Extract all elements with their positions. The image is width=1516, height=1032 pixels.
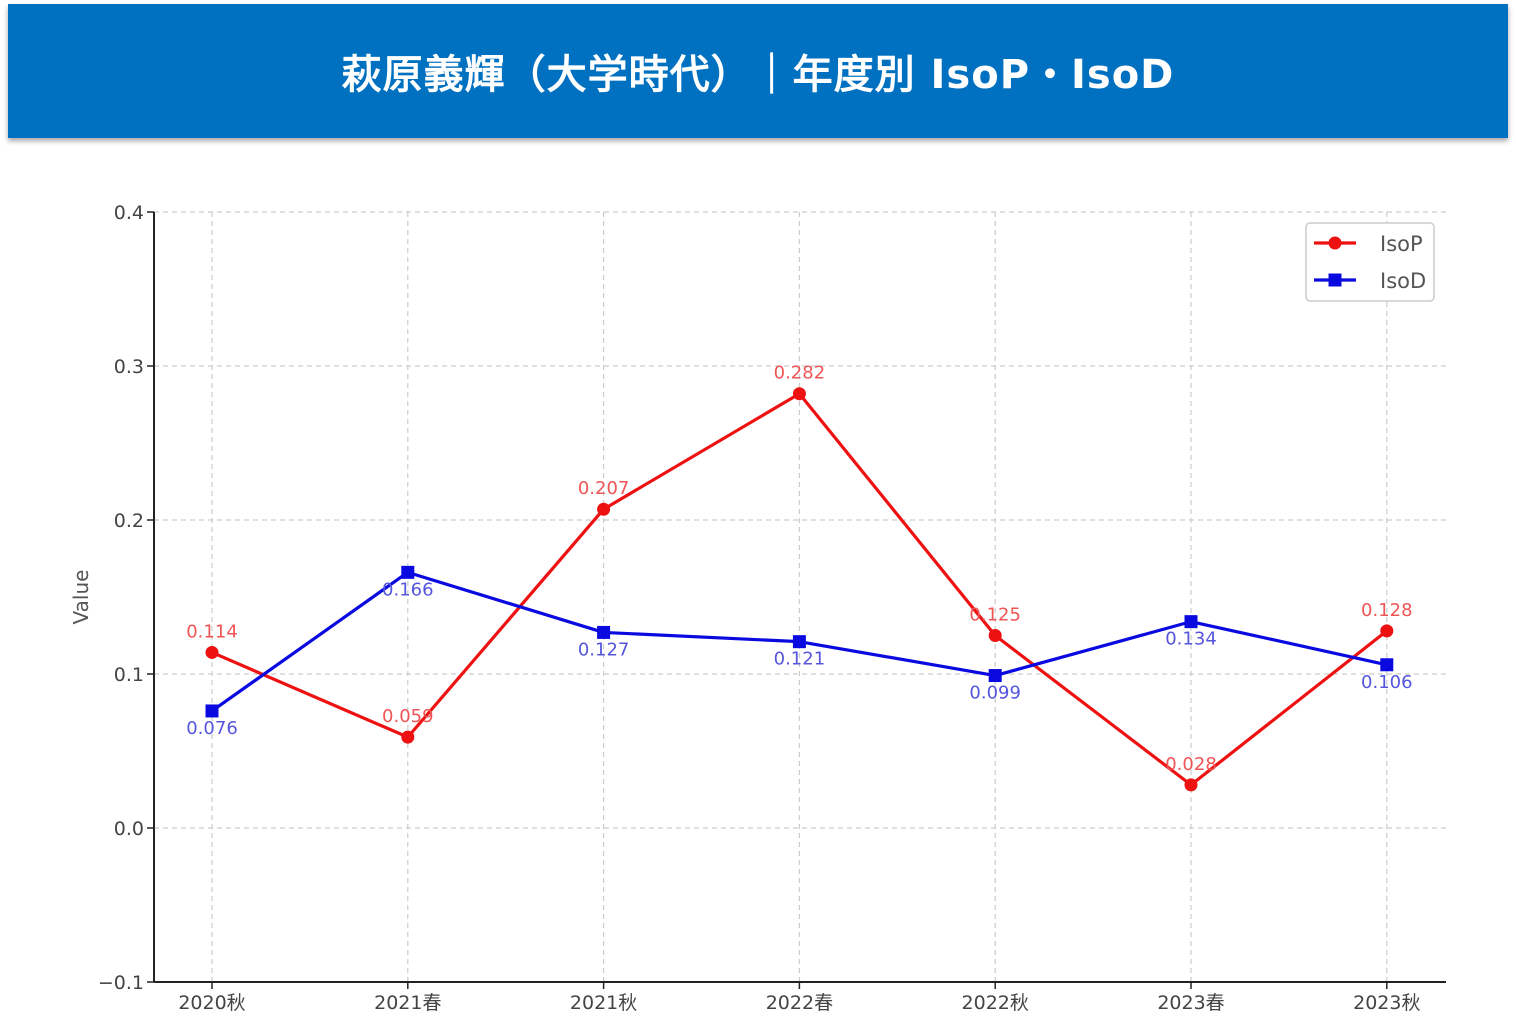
data-label-isod: 0.166 (382, 579, 434, 600)
title-banner: 萩原義輝（大学時代）｜年度別 IsoP・IsoD (8, 4, 1508, 138)
legend-label-isod: IsoD (1380, 269, 1426, 293)
y-tick-label: −0.1 (98, 972, 144, 994)
legend-marker-isod (1328, 273, 1342, 287)
axes: −0.1 0.0 0.1 0.2 0.3 0.4 2020秋 2021春 2021秋 2022春 2… (69, 202, 1446, 1014)
data-label-isod: 0.076 (186, 718, 238, 739)
point-isod (401, 565, 415, 579)
point-isod (792, 635, 806, 649)
chart-title: 萩原義輝（大学時代）｜年度別 IsoP・IsoD (341, 52, 1175, 98)
legend-label-isop: IsoP (1380, 232, 1423, 256)
point-isop (205, 645, 219, 659)
y-tick-label: 0.0 (114, 818, 144, 840)
point-isod (1380, 658, 1394, 672)
x-tick-label: 2020秋 (178, 992, 245, 1014)
x-tick-label: 2023秋 (1353, 992, 1420, 1014)
data-label-isod: 0.127 (578, 639, 630, 660)
series-lines (205, 387, 1394, 792)
grid-lines (154, 211, 1446, 983)
point-isop (1380, 624, 1394, 638)
point-isod (205, 704, 219, 718)
x-tick-label: 2022春 (766, 992, 833, 1014)
y-tick-label: 0.4 (114, 202, 144, 224)
point-isod (597, 625, 611, 639)
data-label-isod: 0.106 (1361, 672, 1413, 693)
point-isop (792, 387, 806, 401)
data-label-isod: 0.134 (1165, 629, 1217, 650)
y-axis-title: Value (69, 570, 93, 625)
point-isod (1184, 615, 1198, 629)
point-isop (597, 502, 611, 516)
x-tick-label: 2021春 (374, 992, 441, 1014)
data-label-isod: 0.099 (969, 683, 1021, 704)
data-label-isop: 0.028 (1165, 754, 1217, 775)
data-label-isop: 0.059 (382, 706, 434, 727)
point-isod (988, 669, 1002, 683)
data-label-isod: 0.121 (774, 649, 826, 670)
point-isop (1184, 778, 1198, 792)
point-isop (988, 629, 1002, 642)
data-label-isop: 0.282 (774, 363, 826, 384)
y-tick-label: 0.2 (114, 510, 144, 532)
legend-marker-isop (1328, 236, 1342, 250)
data-labels: 0.114 0.059 0.207 0.282 0.125 0.028 0.128 0.076… (186, 363, 1412, 775)
data-label-isop: 0.114 (186, 621, 238, 642)
y-tick-label: 0.3 (114, 356, 144, 378)
data-label-isop: 0.128 (1361, 600, 1413, 621)
point-isop (401, 730, 415, 744)
data-label-isop: 0.207 (578, 478, 630, 499)
x-tick-label: 2023春 (1157, 992, 1224, 1014)
x-tick-label: 2021秋 (570, 992, 637, 1014)
data-label-isop: 0.125 (969, 605, 1021, 626)
legend: IsoP IsoD (1305, 222, 1435, 302)
y-tick-label: 0.1 (114, 664, 144, 686)
x-tick-label: 2022秋 (962, 992, 1029, 1014)
